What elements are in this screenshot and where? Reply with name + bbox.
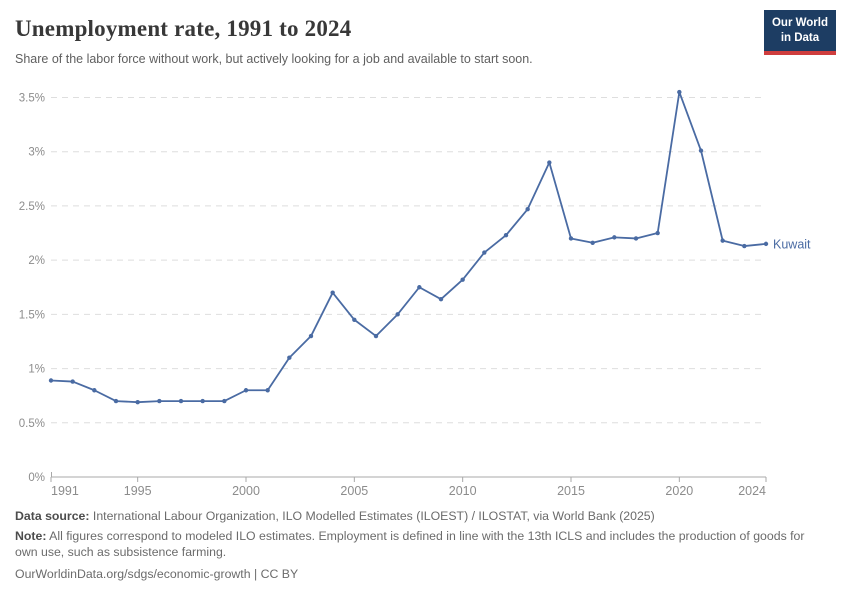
data-point xyxy=(308,333,314,339)
data-point xyxy=(612,235,617,240)
data-point xyxy=(92,388,97,393)
note-line: Note: All figures correspond to modeled … xyxy=(15,529,815,561)
x-tick-label: 1995 xyxy=(124,484,152,498)
data-point xyxy=(330,290,335,295)
note-label: Note: xyxy=(15,528,47,543)
owid-logo[interactable]: Our World in Data xyxy=(763,10,836,56)
data-point xyxy=(200,398,205,404)
y-tick-label: 2% xyxy=(28,255,45,267)
data-point xyxy=(135,399,140,405)
data-point xyxy=(482,250,487,255)
series-end-label[interactable]: Kuwait xyxy=(773,237,811,251)
chart-subtitle: Share of the labor force without work, b… xyxy=(15,52,533,66)
data-point xyxy=(373,333,379,339)
license-label: CC BY xyxy=(260,566,299,581)
data-point xyxy=(70,379,75,384)
y-tick-label: 1.5% xyxy=(19,309,45,321)
data-point xyxy=(720,238,725,243)
x-tick-label: 2020 xyxy=(665,484,693,498)
data-point xyxy=(655,230,660,236)
citation-separator: | xyxy=(253,566,258,581)
x-tick-label: 2000 xyxy=(232,484,260,498)
data-source-line: Data source: International Labour Organi… xyxy=(15,509,815,525)
data-point xyxy=(265,388,270,393)
y-tick-label: 3% xyxy=(28,147,45,159)
data-point xyxy=(525,206,530,212)
x-tick-label: 2005 xyxy=(340,484,368,498)
chart-header: Unemployment rate, 1991 to 2024 Share of… xyxy=(15,16,755,66)
y-tick-label: 3.5% xyxy=(19,93,45,105)
data-source-text: International Labour Organization, ILO M… xyxy=(92,509,655,523)
x-tick-label: 2015 xyxy=(557,484,585,498)
note-text: All figures correspond to modeled ILO es… xyxy=(15,528,805,559)
data-point xyxy=(503,233,509,238)
data-point xyxy=(438,296,444,302)
data-point xyxy=(243,388,249,393)
data-point xyxy=(763,241,769,247)
chart-title: Unemployment rate, 1991 to 2024 xyxy=(15,16,352,41)
x-tick-label: 2024 xyxy=(738,484,766,498)
chart-footer: Data source: International Labour Organi… xyxy=(15,509,815,587)
data-point xyxy=(460,277,465,282)
data-point xyxy=(222,398,227,404)
x-tick-label: 2010 xyxy=(449,484,477,498)
data-point xyxy=(157,398,162,404)
y-tick-label: 2.5% xyxy=(19,201,45,213)
data-point xyxy=(352,317,357,322)
x-tick-label: 1991 xyxy=(51,484,79,498)
y-tick-label: 0.5% xyxy=(19,418,45,430)
owid-logo-line1: Our World xyxy=(771,17,828,29)
data-point xyxy=(590,240,595,245)
data-point xyxy=(113,398,119,404)
data-point xyxy=(395,312,400,317)
data-point xyxy=(178,398,184,404)
data-point xyxy=(633,236,639,241)
data-point xyxy=(48,378,54,383)
data-point xyxy=(677,89,682,95)
citation-url[interactable]: OurWorldinData.org/sdgs/economic-growth xyxy=(15,566,251,581)
owid-logo-line2: in Data xyxy=(780,32,820,45)
data-point xyxy=(287,355,292,360)
y-tick-label: 1% xyxy=(28,364,45,376)
data-source-label: Data source: xyxy=(15,509,90,523)
citation-line: OurWorldinData.org/sdgs/economic-growth … xyxy=(15,567,815,583)
data-point xyxy=(698,148,704,153)
data-point xyxy=(547,160,552,165)
y-tick-label: 0% xyxy=(28,472,45,484)
data-point xyxy=(417,285,422,290)
series-line xyxy=(50,91,767,404)
data-point xyxy=(742,243,747,249)
data-point xyxy=(568,236,574,241)
